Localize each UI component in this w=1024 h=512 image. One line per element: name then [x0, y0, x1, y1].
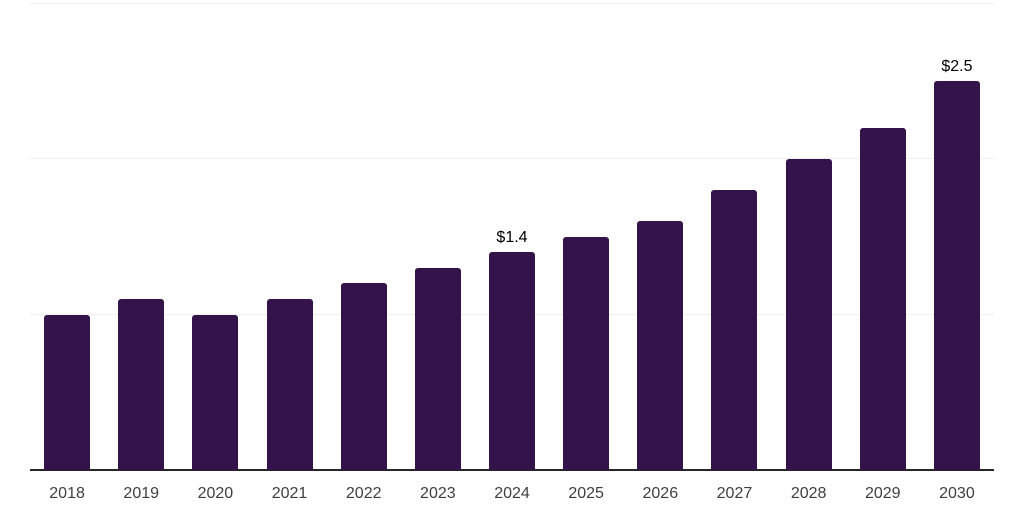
- x-tick-2020: 2020: [197, 485, 234, 502]
- bar-2029: [859, 127, 906, 470]
- x-tick-2021: 2021: [271, 485, 308, 502]
- x-axis-line: [30, 469, 994, 471]
- gridline-3: [30, 2, 994, 4]
- bar-2028: [785, 159, 832, 470]
- bar-2027: [711, 190, 758, 470]
- bar-2021: [266, 298, 313, 470]
- data-label-2024: $1.4: [496, 229, 528, 247]
- x-tick-2019: 2019: [123, 485, 160, 502]
- bar-2019: [118, 298, 165, 470]
- bar-2022: [340, 283, 387, 470]
- x-tick-2027: 2027: [716, 485, 753, 502]
- bar-2030: [933, 81, 980, 470]
- bar-2025: [563, 236, 610, 470]
- bar-2018: [44, 314, 91, 470]
- bar-2023: [414, 267, 461, 470]
- data-label-2030: $2.5: [941, 58, 973, 76]
- x-tick-2023: 2023: [420, 485, 456, 502]
- gridline-2: [30, 158, 994, 159]
- x-tick-2028: 2028: [790, 485, 827, 502]
- x-tick-2018: 2018: [49, 485, 85, 502]
- x-tick-2022: 2022: [345, 485, 382, 502]
- x-tick-2024: 2024: [494, 485, 530, 502]
- bar-2026: [637, 221, 684, 470]
- x-tick-2029: 2029: [864, 485, 901, 502]
- x-tick-2026: 2026: [642, 485, 679, 502]
- x-tick-2030: 2030: [939, 485, 975, 502]
- bar-2020: [192, 314, 239, 470]
- bar-2024: [489, 252, 535, 470]
- x-tick-2025: 2025: [568, 485, 604, 502]
